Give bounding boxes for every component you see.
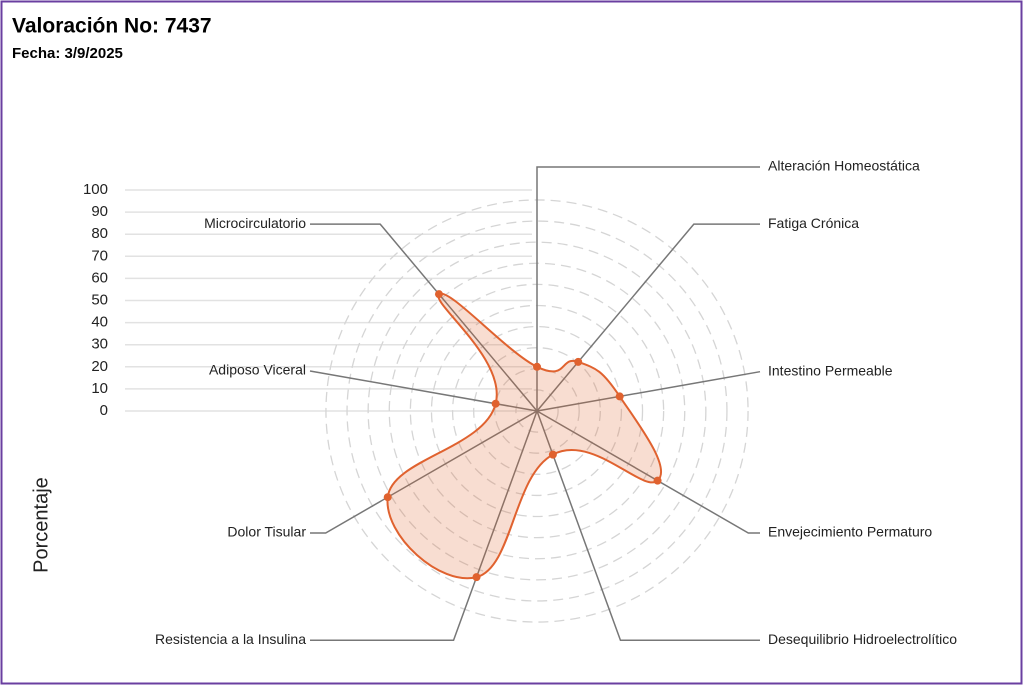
category-label: Intestino Permeable bbox=[768, 362, 893, 378]
category-label: Desequilibrio Hidroelectrolítico bbox=[768, 631, 957, 647]
data-point bbox=[574, 357, 583, 366]
grid-circle bbox=[451, 325, 623, 497]
category-label: Dolor Tisular bbox=[227, 524, 306, 540]
data-point bbox=[615, 392, 624, 401]
category-label: Microcirculatorio bbox=[204, 215, 306, 231]
y-axis-label: Porcentaje bbox=[30, 477, 52, 573]
data-point bbox=[491, 399, 500, 408]
data-point bbox=[472, 573, 481, 582]
data-point bbox=[434, 290, 443, 299]
axis-line bbox=[536, 410, 760, 534]
data-point bbox=[548, 450, 557, 459]
axis-line bbox=[536, 410, 760, 642]
axis-line bbox=[310, 223, 538, 412]
data-point bbox=[383, 493, 392, 502]
y-tick-label: 60 bbox=[91, 269, 108, 286]
axis-line bbox=[310, 410, 538, 534]
axis-line bbox=[536, 166, 760, 411]
category-label: Adiposo Viceral bbox=[209, 362, 306, 378]
y-tick-label: 70 bbox=[91, 247, 108, 264]
chart-subtitle: Fecha: 3/9/2025 bbox=[12, 45, 123, 62]
category-label: Fatiga Crónica bbox=[768, 215, 859, 231]
y-tick-label: 20 bbox=[91, 358, 108, 375]
axis-line bbox=[536, 370, 761, 412]
data-point bbox=[533, 362, 541, 371]
category-label: Resistencia a la Insulina bbox=[155, 631, 306, 647]
chart-title: Valoración No: 7437 bbox=[12, 15, 212, 38]
y-tick-label: 40 bbox=[91, 314, 108, 331]
y-tick-label: 80 bbox=[91, 225, 108, 242]
axis-line bbox=[536, 223, 760, 412]
category-label: Envejecimiento Permaturo bbox=[768, 524, 932, 540]
y-tick-label: 50 bbox=[91, 291, 108, 308]
y-tick-label: 30 bbox=[91, 336, 108, 353]
y-tick-label: 100 bbox=[83, 181, 108, 198]
axis-line bbox=[310, 410, 538, 642]
category-label: Alteración Homeostática bbox=[768, 158, 920, 174]
grid-circle bbox=[346, 220, 728, 602]
y-tick-label: 0 bbox=[100, 402, 108, 419]
data-point bbox=[653, 476, 662, 485]
grid-circle bbox=[367, 241, 707, 581]
y-tick-label: 90 bbox=[91, 203, 108, 220]
y-tick-label: 10 bbox=[91, 380, 108, 397]
